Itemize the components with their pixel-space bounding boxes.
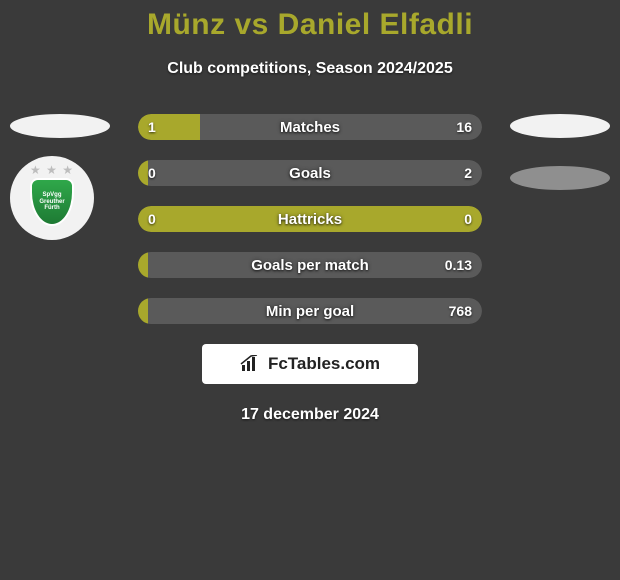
bar-label: Goals <box>138 160 482 186</box>
branding-badge: FcTables.com <box>202 344 418 384</box>
bar-label: Min per goal <box>138 298 482 324</box>
bar-label: Matches <box>138 114 482 140</box>
comparison-chart: ★ ★ ★ SpVgg Greuther Fürth 116Matches 02G… <box>0 114 620 324</box>
bar-row: 00Hattricks <box>138 206 482 232</box>
shield-text-2: Greuther <box>39 199 64 206</box>
page-subtitle: Club competitions, Season 2024/2025 <box>0 60 620 78</box>
branding-text: FcTables.com <box>268 354 380 374</box>
page-root: Münz vs Daniel Elfadli Club competitions… <box>0 0 620 580</box>
page-date: 17 december 2024 <box>0 406 620 424</box>
left-player-ellipse <box>10 114 110 138</box>
bars-container: 116Matches 02Goals 00Hattricks 0.13Goals pe… <box>138 114 482 324</box>
club-stars: ★ ★ ★ <box>30 163 74 177</box>
bar-chart-icon <box>240 355 262 373</box>
bar-row: 02Goals <box>138 160 482 186</box>
right-player-ellipse-2 <box>510 166 610 190</box>
bar-label: Hattricks <box>138 206 482 232</box>
shield-text-3: Fürth <box>44 205 59 212</box>
left-club-logo: ★ ★ ★ SpVgg Greuther Fürth <box>10 156 94 240</box>
bar-row: 116Matches <box>138 114 482 140</box>
club-shield-icon: SpVgg Greuther Fürth <box>30 178 74 226</box>
bar-row: 0.13Goals per match <box>138 252 482 278</box>
bar-label: Goals per match <box>138 252 482 278</box>
shield-text-1: SpVgg <box>43 192 62 199</box>
right-player-column <box>510 114 610 190</box>
left-player-column: ★ ★ ★ SpVgg Greuther Fürth <box>10 114 110 240</box>
page-title: Münz vs Daniel Elfadli <box>0 8 620 42</box>
right-player-ellipse-1 <box>510 114 610 138</box>
bar-row: 768Min per goal <box>138 298 482 324</box>
